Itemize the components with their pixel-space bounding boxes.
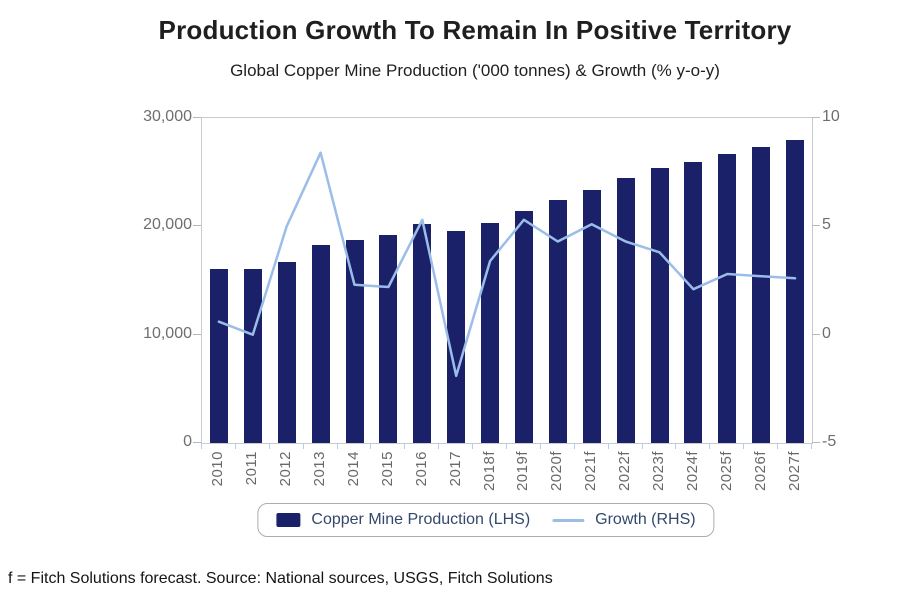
x-label-2013: 2013 bbox=[311, 451, 329, 487]
x-label-2024f: 2024f bbox=[683, 451, 701, 492]
bar-2027f bbox=[786, 139, 805, 443]
x-tick-mark bbox=[404, 443, 406, 449]
x-label-2017: 2017 bbox=[446, 451, 464, 487]
bar-series-swatch bbox=[276, 513, 301, 527]
y-left-tick-mark bbox=[193, 333, 201, 335]
chart-title: Production Growth To Remain In Positive … bbox=[158, 15, 792, 45]
x-label-2021f: 2021f bbox=[582, 451, 600, 492]
bar-2026f bbox=[752, 147, 771, 443]
bar-2011 bbox=[243, 269, 262, 443]
x-tick-mark bbox=[370, 443, 372, 449]
x-tick-mark bbox=[573, 443, 575, 449]
growth-line-layer bbox=[217, 151, 797, 378]
source-footnote: f = Fitch Solutions forecast. Source: Na… bbox=[8, 570, 553, 587]
bar-2023f bbox=[650, 167, 669, 443]
x-label-2023f: 2023f bbox=[650, 451, 667, 492]
growth-line bbox=[217, 151, 797, 378]
line-series-label: Growth (RHS) bbox=[595, 511, 696, 528]
x-tick-mark bbox=[641, 443, 643, 449]
x-tick-mark bbox=[811, 443, 812, 449]
y-right-tick-label: -5 bbox=[822, 433, 837, 450]
legend: Copper Mine Production (LHS) Growth (RHS… bbox=[257, 503, 715, 537]
x-tick-mark bbox=[234, 443, 236, 449]
x-tick-mark bbox=[336, 443, 338, 449]
y-right-tick-mark bbox=[812, 117, 820, 118]
bar-2017 bbox=[447, 230, 466, 443]
chart-subtitle: Global Copper Mine Production ('000 tonn… bbox=[230, 61, 720, 80]
x-tick-mark bbox=[675, 443, 677, 449]
bar-2010 bbox=[209, 268, 228, 443]
bar-2025f bbox=[718, 153, 737, 443]
y-right-tick-mark bbox=[812, 333, 820, 335]
y-left-tick-label: 20,000 bbox=[143, 216, 192, 234]
x-label-2015: 2015 bbox=[378, 451, 396, 487]
bar-2014 bbox=[345, 240, 364, 443]
bar-2016 bbox=[413, 224, 432, 443]
bar-series-label: Copper Mine Production (LHS) bbox=[311, 511, 531, 528]
x-tick-mark bbox=[743, 443, 745, 449]
bar-2012 bbox=[277, 262, 296, 443]
y-left-tick-mark bbox=[193, 442, 201, 443]
y-left-tick-label: 10,000 bbox=[143, 324, 192, 342]
y-right-tick-label: 10 bbox=[822, 108, 840, 125]
x-label-2027f: 2027f bbox=[785, 451, 803, 492]
x-tick-mark bbox=[268, 443, 270, 449]
x-label-2019f: 2019f bbox=[514, 451, 532, 492]
bar-2019f bbox=[514, 211, 533, 443]
x-tick-mark bbox=[777, 443, 779, 449]
y-right-tick-mark bbox=[812, 225, 820, 227]
x-tick-mark bbox=[607, 443, 609, 449]
y-right-tick-label: 5 bbox=[822, 216, 831, 234]
y-left-tick-mark bbox=[193, 225, 201, 227]
x-tick-mark bbox=[539, 443, 541, 449]
y-left-tick-label: 30,000 bbox=[143, 108, 192, 125]
x-tick-mark bbox=[506, 443, 507, 449]
bar-2020f bbox=[548, 200, 567, 443]
x-label-2020f: 2020f bbox=[548, 451, 566, 492]
x-label-2012: 2012 bbox=[277, 451, 295, 487]
bar-2021f bbox=[582, 189, 601, 443]
x-label-2014: 2014 bbox=[345, 451, 362, 487]
x-tick-mark bbox=[201, 443, 202, 449]
x-label-2010: 2010 bbox=[209, 451, 227, 487]
y-left-tick-label: 0 bbox=[183, 433, 192, 450]
x-label-2016: 2016 bbox=[412, 451, 430, 487]
bar-2013 bbox=[311, 244, 330, 443]
x-label-2025f: 2025f bbox=[717, 451, 735, 492]
y-left-tick-mark bbox=[193, 117, 201, 118]
x-label-2011: 2011 bbox=[243, 451, 261, 486]
x-label-2018f: 2018f bbox=[480, 451, 498, 492]
bar-2024f bbox=[684, 162, 703, 443]
x-tick-mark bbox=[302, 443, 304, 449]
line-series-swatch bbox=[552, 518, 585, 522]
x-label-2026f: 2026f bbox=[751, 451, 769, 492]
x-tick-mark bbox=[472, 443, 474, 449]
x-label-2022f: 2022f bbox=[616, 451, 634, 492]
x-tick-mark bbox=[438, 443, 440, 449]
plot-area bbox=[201, 117, 813, 444]
y-right-tick-mark bbox=[812, 442, 820, 443]
y-right-tick-label: 0 bbox=[822, 324, 831, 342]
x-tick-mark bbox=[709, 443, 711, 449]
